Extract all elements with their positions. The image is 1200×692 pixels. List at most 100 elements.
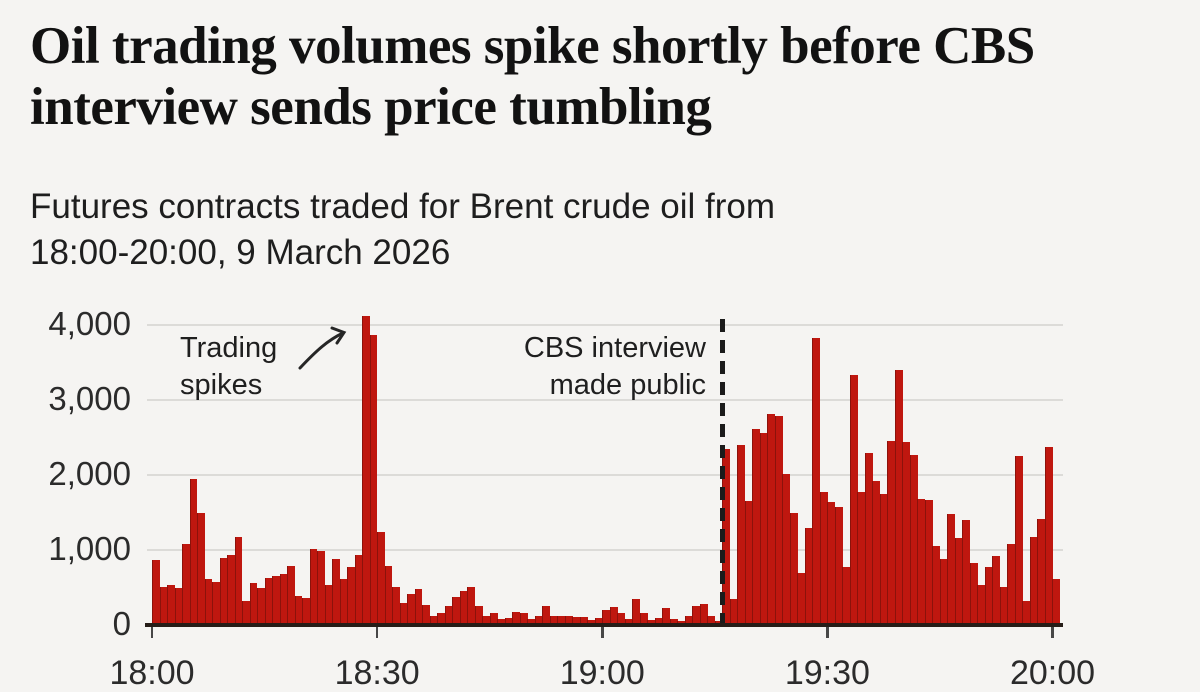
bar bbox=[887, 440, 896, 625]
bar bbox=[302, 598, 310, 625]
bar bbox=[482, 616, 491, 625]
bar bbox=[189, 478, 198, 625]
bar bbox=[467, 586, 476, 625]
bar bbox=[519, 613, 528, 625]
bar bbox=[504, 618, 513, 625]
trading-spikes-annotation: Trading spikes bbox=[180, 330, 277, 404]
bar bbox=[992, 556, 1001, 625]
bar bbox=[1037, 519, 1046, 625]
bar bbox=[617, 613, 626, 625]
curved-arrow-icon bbox=[298, 326, 347, 370]
x-axis-tick-label: 20:00 bbox=[1009, 654, 1096, 692]
bar bbox=[654, 617, 663, 625]
bar bbox=[699, 604, 708, 625]
bar bbox=[564, 616, 573, 625]
bar bbox=[264, 577, 273, 625]
bar bbox=[924, 499, 933, 625]
x-axis-tick-label: 18:30 bbox=[334, 654, 420, 692]
bar bbox=[354, 555, 363, 625]
bar bbox=[414, 589, 423, 625]
bar bbox=[399, 602, 408, 625]
bar bbox=[902, 442, 911, 625]
x-axis-tick bbox=[826, 627, 829, 638]
bar bbox=[684, 616, 693, 625]
bar bbox=[999, 586, 1008, 625]
y-axis-labels: 0 1,000 2,000 3,000 4,000 bbox=[0, 305, 131, 642]
bar bbox=[647, 619, 656, 625]
bar bbox=[759, 433, 768, 625]
bar bbox=[909, 454, 918, 625]
gridline bbox=[147, 549, 1063, 551]
bar bbox=[1014, 456, 1023, 625]
gridline bbox=[147, 474, 1063, 476]
bar bbox=[1022, 601, 1031, 625]
bar bbox=[557, 616, 566, 625]
bar bbox=[407, 594, 415, 625]
bar bbox=[819, 491, 828, 625]
bar bbox=[587, 619, 596, 625]
bar bbox=[572, 616, 581, 625]
bar bbox=[369, 334, 378, 625]
gridline bbox=[147, 324, 1063, 326]
bar bbox=[1007, 544, 1016, 625]
bar bbox=[767, 413, 776, 625]
bar bbox=[954, 538, 963, 625]
chart-title: Oil trading volumes spike shortly before… bbox=[30, 16, 1190, 138]
bar bbox=[497, 619, 506, 625]
bar bbox=[849, 375, 858, 625]
bar bbox=[984, 567, 993, 625]
bar bbox=[969, 562, 978, 625]
page: Oil trading volumes spike shortly before… bbox=[0, 16, 1190, 691]
bar bbox=[1052, 578, 1061, 625]
bar bbox=[212, 581, 220, 625]
bar bbox=[1044, 447, 1053, 625]
bar bbox=[782, 474, 791, 625]
x-axis-tick bbox=[600, 627, 604, 638]
bar bbox=[422, 604, 430, 625]
x-axis-tick bbox=[375, 627, 379, 638]
bar bbox=[272, 576, 280, 625]
bar bbox=[879, 493, 888, 625]
x-axis-tick-label: 19:00 bbox=[559, 654, 645, 692]
bar bbox=[234, 537, 243, 625]
bar bbox=[707, 616, 716, 625]
bar bbox=[729, 598, 738, 625]
bar bbox=[249, 583, 258, 625]
bar bbox=[789, 513, 798, 625]
bar bbox=[894, 370, 903, 625]
bar bbox=[692, 605, 701, 625]
trading-annotation-line-2: spikes bbox=[180, 369, 263, 401]
bar bbox=[444, 605, 453, 625]
bar bbox=[624, 619, 633, 625]
trading-annotation-line-1: Trading bbox=[180, 332, 278, 364]
bar bbox=[309, 549, 318, 625]
bar bbox=[864, 453, 873, 625]
cbs-annotation-line-2: made public bbox=[549, 369, 706, 401]
bar bbox=[872, 481, 881, 625]
x-axis-tick bbox=[1051, 627, 1054, 638]
chart-subtitle: Futures contracts traded for Brent crude… bbox=[30, 184, 1130, 276]
bar bbox=[197, 512, 205, 625]
event-dashed-line bbox=[719, 319, 725, 625]
bar bbox=[332, 559, 340, 625]
bar bbox=[737, 445, 746, 625]
gridline bbox=[147, 399, 1063, 401]
bar bbox=[317, 550, 325, 625]
bar bbox=[932, 546, 941, 625]
bar bbox=[639, 613, 648, 625]
bar bbox=[474, 605, 483, 625]
chart-title-line-2: interview sends price tumbling bbox=[30, 78, 712, 136]
bar bbox=[437, 613, 445, 625]
bar bbox=[977, 584, 986, 625]
bar bbox=[594, 617, 603, 625]
y-axis-tick-label: 2,000 bbox=[48, 455, 131, 493]
bar bbox=[797, 573, 806, 625]
bar bbox=[542, 605, 551, 625]
bar bbox=[167, 584, 175, 625]
y-axis-tick-label: 1,000 bbox=[48, 530, 131, 568]
bar bbox=[459, 590, 468, 625]
bar bbox=[257, 587, 265, 625]
bar bbox=[227, 555, 235, 625]
y-axis-tick-label: 3,000 bbox=[48, 380, 131, 418]
bar bbox=[159, 586, 168, 625]
